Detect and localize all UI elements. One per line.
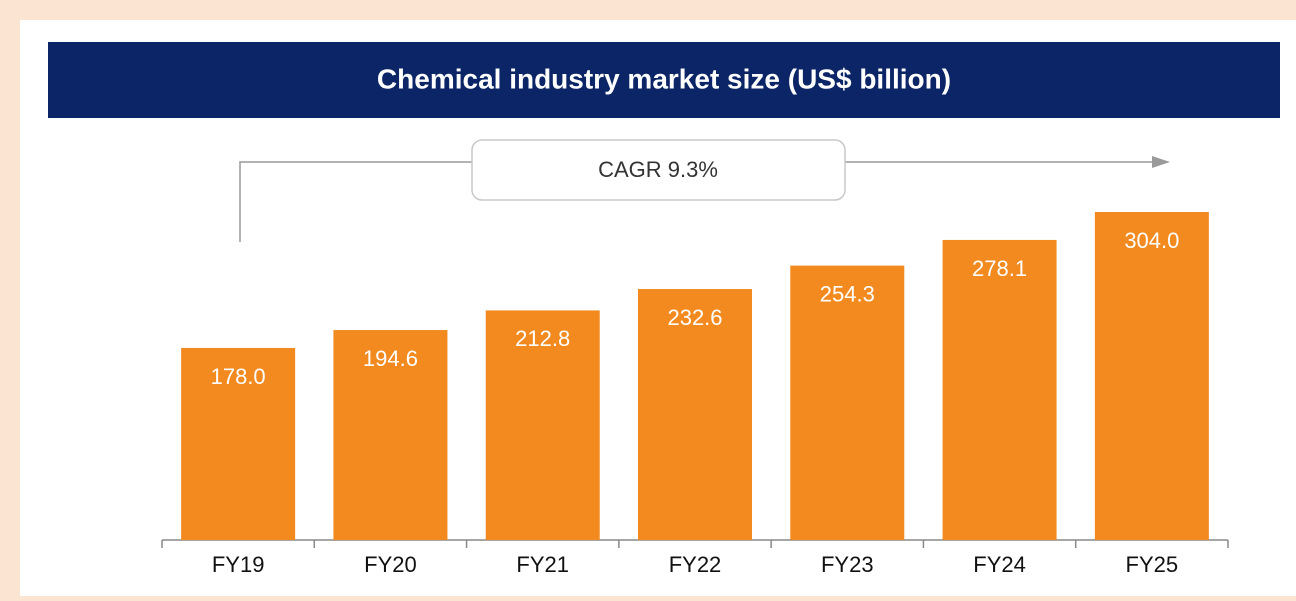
x-tick-label: FY25 bbox=[1126, 552, 1179, 577]
x-tick-label: FY19 bbox=[212, 552, 265, 577]
x-tick-label: FY20 bbox=[364, 552, 417, 577]
x-tick-label: FY24 bbox=[973, 552, 1026, 577]
x-tick-label: FY22 bbox=[669, 552, 722, 577]
value-label: 254.3 bbox=[820, 281, 875, 306]
value-label: 212.8 bbox=[515, 326, 570, 351]
value-label: 194.6 bbox=[363, 346, 418, 371]
cagr-box bbox=[471, 139, 846, 201]
cagr-label: CAGR 9.3% bbox=[598, 157, 718, 182]
cagr-arrow bbox=[239, 161, 472, 242]
chart-title: Chemical industry market size (US$ billi… bbox=[377, 63, 951, 94]
value-label: 278.1 bbox=[972, 256, 1027, 281]
bar bbox=[942, 239, 1057, 540]
value-label: 178.0 bbox=[211, 364, 266, 389]
bar bbox=[333, 330, 448, 540]
bar bbox=[790, 265, 905, 540]
bar bbox=[638, 289, 752, 540]
x-tick-label: FY21 bbox=[516, 552, 569, 577]
value-label: 232.6 bbox=[667, 305, 722, 330]
x-tick-label: FY23 bbox=[821, 552, 874, 577]
bar bbox=[181, 347, 296, 540]
bar bbox=[1094, 212, 1209, 540]
bar bbox=[485, 310, 600, 540]
cagr-arrowhead bbox=[1152, 156, 1170, 168]
title-bar bbox=[48, 42, 1280, 118]
value-label: 304.0 bbox=[1124, 228, 1179, 253]
